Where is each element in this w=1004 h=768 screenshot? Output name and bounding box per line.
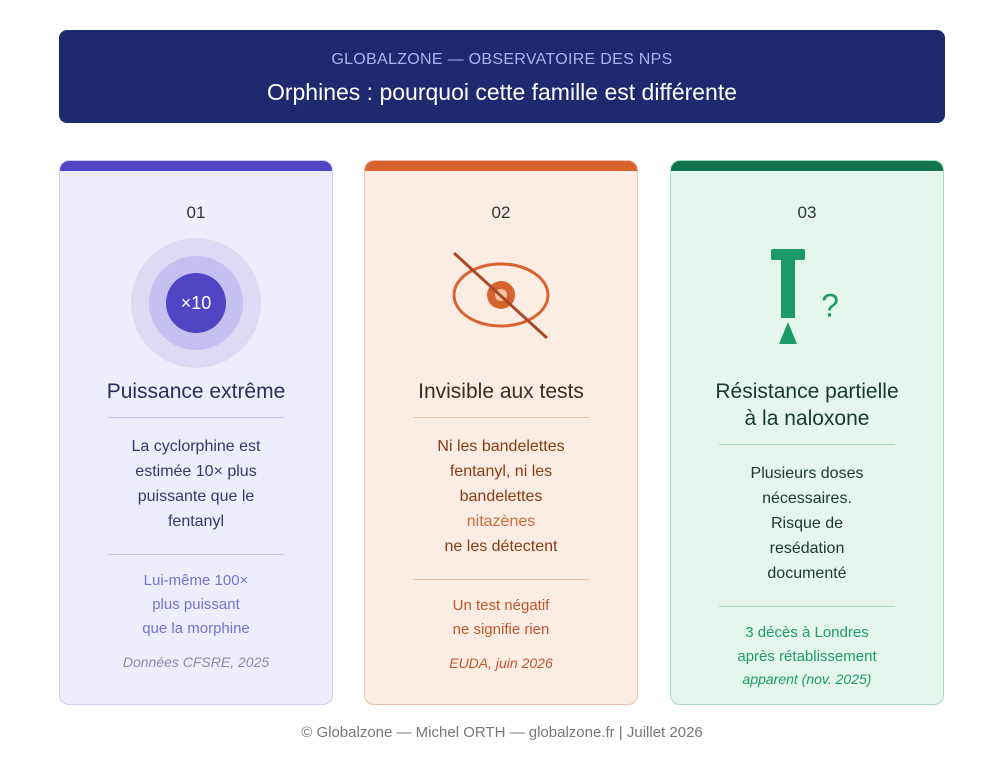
card-bar [60,161,332,171]
text-line: fentanyl, ni les [449,463,553,480]
card-number: 01 [186,203,206,222]
header: GLOBALZONE — OBSERVATOIRE DES NPS Orphin… [59,30,945,123]
divider [108,417,284,418]
text-line: Résistance partielle [715,380,899,403]
text-line: que la morphine [142,620,250,637]
text-line: à la naloxone [744,407,870,430]
card: 03 ? Résistance partielle à la naloxone P… [670,160,944,705]
card-bar [365,161,637,171]
card-source: Données CFSRE, 2025 [122,654,270,670]
text-line: resédation [769,540,845,557]
text-line: Plusieurs doses [750,465,864,482]
text-line: 3 décès à Londres [745,624,869,641]
text-line: Invisible aux tests [418,380,584,403]
text-line: bandelettes [459,488,543,505]
icon: ? [771,249,839,344]
text-line: Risque de [770,515,844,532]
card-body: La cyclorphine est estimée 10× plus puissa… [132,434,261,534]
card-note: Un test négatif ne signifie rien [453,594,550,642]
text-line: estimée 10× plus [135,463,257,480]
text-line: nitazènes [466,513,536,530]
divider [719,444,895,445]
card-source: apparent (nov. 2025) [742,671,872,687]
divider [719,606,895,607]
text-line: La cyclorphine est [131,438,261,455]
card-note: Lui-même 100× plus puissant que la morphin… [142,569,250,641]
icon-label: ×10 [181,293,212,313]
text-line: après rétablissement [737,648,877,665]
text-line: ne signifie rien [452,621,550,638]
card: 02 Invisible aux tests Ni les bandelette… [364,160,638,705]
card-source: EUDA, juin 2026 [449,655,553,671]
header-kicker: GLOBALZONE — OBSERVATOIRE DES NPS [331,51,673,68]
text-line: puissante que le [137,488,255,505]
text-line: Un test négatif [452,597,550,614]
card-title: Résistance partielle à la naloxone [715,378,898,432]
divider [413,579,589,580]
card-body: Plusieurs doses nécessaires. Risque de resé… [751,461,864,586]
text-line: plus puissant [152,596,240,613]
icon-label: ? [821,287,839,323]
card-number: 03 [797,203,817,222]
footer: © Globalzone — Michel ORTH — globalzone.… [301,724,703,741]
header-title: Orphines : pourquoi cette famille est di… [266,79,738,105]
text-line: documenté [767,565,847,582]
text-line: nécessaires. [762,490,852,507]
card-note: 3 décès à Londres après rétablissement [737,621,876,669]
card-title: Invisible aux tests [418,378,584,405]
text-line: Ni les bandelettes [437,438,565,455]
card-body: Ni les bandelettes fentanyl, ni les bandel… [437,434,564,559]
card-bar [671,161,943,171]
text-line: Lui-même 100× [143,572,249,589]
icon: ×10 [131,238,261,368]
text-line: Puissance extrême [106,380,286,403]
card-title: Puissance extrême [107,378,286,405]
text-line: fentanyl [167,513,225,530]
icon [452,251,550,340]
text-line: ne les détectent [444,538,558,555]
card-number: 02 [491,203,511,222]
divider [108,554,284,555]
card: 01 ×10 Puissance extrême La cyclorphine … [59,160,333,705]
divider [413,417,589,418]
